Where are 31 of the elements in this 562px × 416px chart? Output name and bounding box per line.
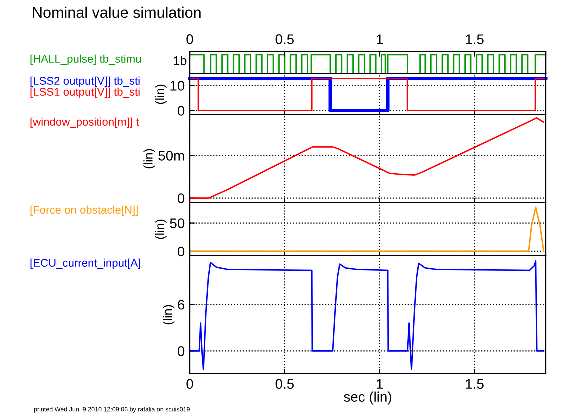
y-axis-title: (lin) xyxy=(162,305,175,325)
x-axis-title: sec (lin) xyxy=(344,392,392,405)
x2-tick-label: 1.5 xyxy=(466,34,484,44)
text: [HALL_pulse] tb_stimu xyxy=(30,54,142,66)
text: [LSS2 output[V]] tb_sti xyxy=(30,76,140,88)
y-tick-label: 0 xyxy=(178,194,185,204)
y-axis-title: (lin) xyxy=(144,149,156,169)
x-tick-label: 1.5 xyxy=(466,379,484,390)
y-axis-title: (lin) xyxy=(155,84,167,104)
y-axis-title: (lin) xyxy=(155,220,167,240)
x2-tick-label: 0 xyxy=(186,34,194,44)
text: [Force on obstacle[N]] xyxy=(30,206,138,216)
y-tick-label: 10 xyxy=(170,81,185,91)
y-tick-label: 0 xyxy=(178,346,185,356)
x2-tick-label: 1 xyxy=(377,34,384,44)
x2-tick-label: 0.5 xyxy=(276,34,294,44)
y-tick-label: 0 xyxy=(178,106,185,116)
y-tick-label: 50m xyxy=(158,151,184,161)
text: [ECU_current_input[A] xyxy=(30,258,140,270)
x-tick-label: 1 xyxy=(377,379,384,389)
text: [window_position[m]] t xyxy=(30,118,140,128)
x-tick-label: 0.5 xyxy=(276,379,294,390)
text: [LSS1 output[V]] tb_sti xyxy=(30,88,140,98)
y-tick-label: 6 xyxy=(178,300,185,310)
y-tick-label: 50 xyxy=(170,218,185,228)
chart-title: Nominal value simulation xyxy=(33,6,201,18)
y-tick-label: 0 xyxy=(178,246,185,257)
line-series xyxy=(189,117,545,200)
line-series xyxy=(189,260,545,371)
text: 1b xyxy=(174,56,187,66)
x-tick-label: 0 xyxy=(186,379,194,390)
